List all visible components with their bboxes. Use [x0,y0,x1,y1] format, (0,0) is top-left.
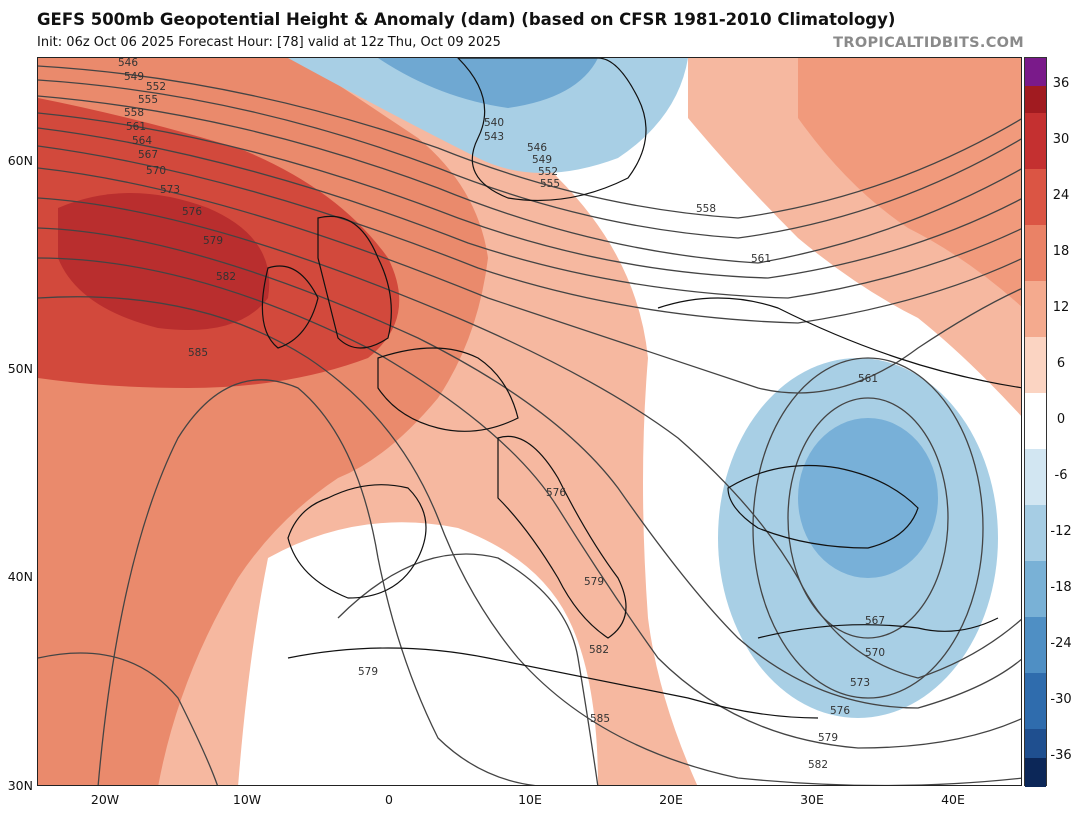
colorbar-segment [1025,393,1046,449]
colorbar-segment [1025,281,1046,337]
contour-label: 576 [830,705,850,717]
coastlines [261,58,1021,719]
height-contours [38,65,1021,785]
lat-label-50n: 50N [7,361,33,376]
contour-label: 576 [182,206,202,218]
colorbar-segment [1025,449,1046,505]
positive-anomaly-core [58,193,270,330]
colorbar-label: 30 [1052,132,1070,147]
contour-label: 567 [865,615,885,627]
contour-label: 579 [203,235,223,247]
contour-label: 570 [865,647,885,659]
contour-label: 564 [132,135,152,147]
colorbar-label: -36 [1050,748,1072,763]
lon-label-20w: 20W [90,792,120,807]
colorbar-label: -18 [1050,580,1072,595]
colorbar-label: 6 [1056,356,1066,371]
contour-label: 561 [126,121,146,133]
contour-label: 561 [858,373,878,385]
contour-label: 582 [589,644,609,656]
brand-watermark: TROPICALTIDBITS.COM [833,35,1024,51]
contour-label: 558 [696,203,716,215]
colorbar-label: 36 [1052,76,1070,91]
contour-label: 579 [358,666,378,678]
map-svg: 546 549 552 555 558 561 564 567 570 573 … [38,58,1021,785]
lat-label-40n: 40N [7,569,33,584]
lon-label-10e: 10E [518,792,542,807]
contour-label: 582 [808,759,828,771]
contour-label: 546 [527,142,547,154]
colorbar-label: -12 [1050,524,1072,539]
contour-label: 576 [546,487,566,499]
contour-label: 555 [138,94,158,106]
contour-label: 570 [146,165,166,177]
contour-label: 546 [118,58,138,69]
colorbar-segment [1025,729,1046,758]
contour-label: 540 [484,117,504,129]
lon-label-0: 0 [385,792,393,807]
colorbar-label: 18 [1052,244,1070,259]
chart-title: GEFS 500mb Geopotential Height & Anomaly… [37,10,896,29]
colorbar-label: 0 [1056,412,1066,427]
colorbar-segment [1025,169,1046,225]
colorbar-segment [1025,673,1046,729]
contour-label: 573 [160,184,180,196]
contour-label: 579 [584,576,604,588]
colorbar-label: -6 [1054,468,1068,483]
contour-label: 552 [538,166,558,178]
lon-label-30e: 30E [800,792,824,807]
colorbar-label: 12 [1052,300,1070,315]
colorbar-segment [1025,758,1046,787]
positive-anomaly-mid-east [798,58,1021,307]
lat-label-60n: 60N [7,153,33,168]
colorbar-label: -24 [1050,636,1072,651]
contour-label: 582 [216,271,236,283]
colorbar-label: -30 [1050,692,1072,707]
contour-label: 549 [124,71,144,83]
contour-label: 555 [540,178,560,190]
contour-label: 573 [850,677,870,689]
colorbar-segment [1025,113,1046,169]
negative-anomaly-north-core [378,58,598,108]
lon-label-20e: 20E [659,792,683,807]
contour-label: 549 [532,154,552,166]
colorbar-segment [1025,337,1046,393]
contour-label: 579 [818,732,838,744]
contour-label-group: 546 549 552 555 558 561 564 567 570 573 … [118,58,885,771]
negative-anomaly-north [288,58,688,173]
lon-label-10w: 10W [232,792,262,807]
contour-label: 543 [484,131,504,143]
colorbar-segment [1025,505,1046,561]
init-forecast-valid-text: Init: 06z Oct 06 2025 Forecast Hour: [78… [37,35,501,50]
colorbar-segment [1025,561,1046,617]
colorbar-segment [1025,58,1046,86]
contour-label: 567 [138,149,158,161]
contour-label: 585 [188,347,208,359]
contour-label: 561 [751,253,771,265]
colorbar-segment [1025,617,1046,673]
colorbar-segment [1025,225,1046,281]
anomaly-colorbar [1024,57,1047,787]
negative-anomaly-blacksea-core [798,418,938,578]
contour-label: 552 [146,81,166,93]
colorbar-label: 24 [1052,188,1070,203]
lat-label-30n: 30N [7,778,33,793]
contour-label: 585 [590,713,610,725]
colorbar-segment [1025,86,1046,113]
anomaly-map: 546 549 552 555 558 561 564 567 570 573 … [37,57,1022,786]
lon-label-40e: 40E [941,792,965,807]
contour-label: 558 [124,107,144,119]
